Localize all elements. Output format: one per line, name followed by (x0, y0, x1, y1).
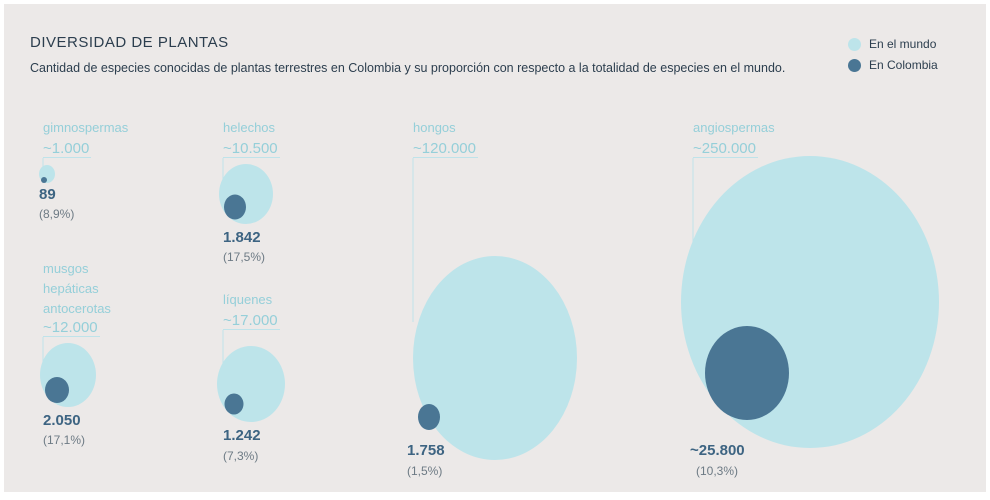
bubble-colombia-liquenes (224, 393, 244, 415)
world-value: ~17.000 (223, 312, 280, 330)
bubble-colombia-hongos (418, 404, 440, 430)
bubble-colombia-angiospermas (705, 326, 789, 420)
legend-world-label: En el mundo (869, 37, 937, 51)
legend-colombia: En Colombia (848, 58, 938, 72)
bubble-colombia-helechos (224, 194, 246, 220)
group-name-line: musgos (43, 261, 89, 276)
legend-colombia-swatch (848, 58, 861, 72)
group-name: hongos (413, 120, 456, 135)
percent: (8,9%) (39, 207, 75, 221)
percent: (7,3%) (223, 449, 259, 463)
group-name-line: antocerotas (43, 301, 111, 316)
legend-world: En el mundo (848, 37, 936, 51)
colombia-value: 1.758 (407, 442, 445, 459)
world-value: ~10.500 (223, 140, 280, 158)
group-name: helechos (223, 120, 276, 135)
colombia-value: 89 (39, 186, 56, 203)
group-name: líquenes (223, 292, 273, 307)
bubble-colombia-musgos (45, 377, 69, 403)
legend-world-swatch (848, 37, 861, 51)
colombia-value: ~25.800 (690, 442, 745, 459)
group-name-line: hepáticas (43, 281, 99, 296)
percent: (1,5%) (407, 464, 443, 478)
chart-title: DIVERSIDAD DE PLANTAS (30, 34, 229, 51)
bubble-colombia-gimnospermas (41, 177, 47, 183)
percent: (10,3%) (696, 464, 739, 478)
percent: (17,1%) (43, 433, 86, 447)
world-value: ~250.000 (693, 140, 758, 158)
colombia-value: 1.242 (223, 427, 261, 444)
percent: (17,5%) (223, 250, 266, 264)
bubble-world-hongos (413, 256, 577, 460)
group-name: gimnospermas (43, 120, 129, 135)
group-name: angiospermas (693, 120, 775, 135)
legend-colombia-label: En Colombia (869, 58, 938, 72)
world-value: ~120.000 (413, 140, 478, 158)
colombia-value: 1.842 (223, 229, 261, 246)
chart-subtitle: Cantidad de especies conocidas de planta… (30, 61, 786, 75)
world-value: ~12.000 (43, 319, 100, 337)
world-value: ~1.000 (43, 140, 92, 158)
colombia-value: 2.050 (43, 412, 81, 429)
